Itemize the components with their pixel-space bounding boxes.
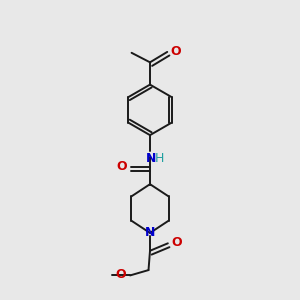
Text: O: O <box>172 236 182 249</box>
Text: N: N <box>145 226 155 238</box>
Text: N: N <box>146 152 156 165</box>
Text: O: O <box>116 268 126 281</box>
Text: H: H <box>155 152 164 165</box>
Text: O: O <box>116 160 127 173</box>
Text: O: O <box>171 44 182 58</box>
